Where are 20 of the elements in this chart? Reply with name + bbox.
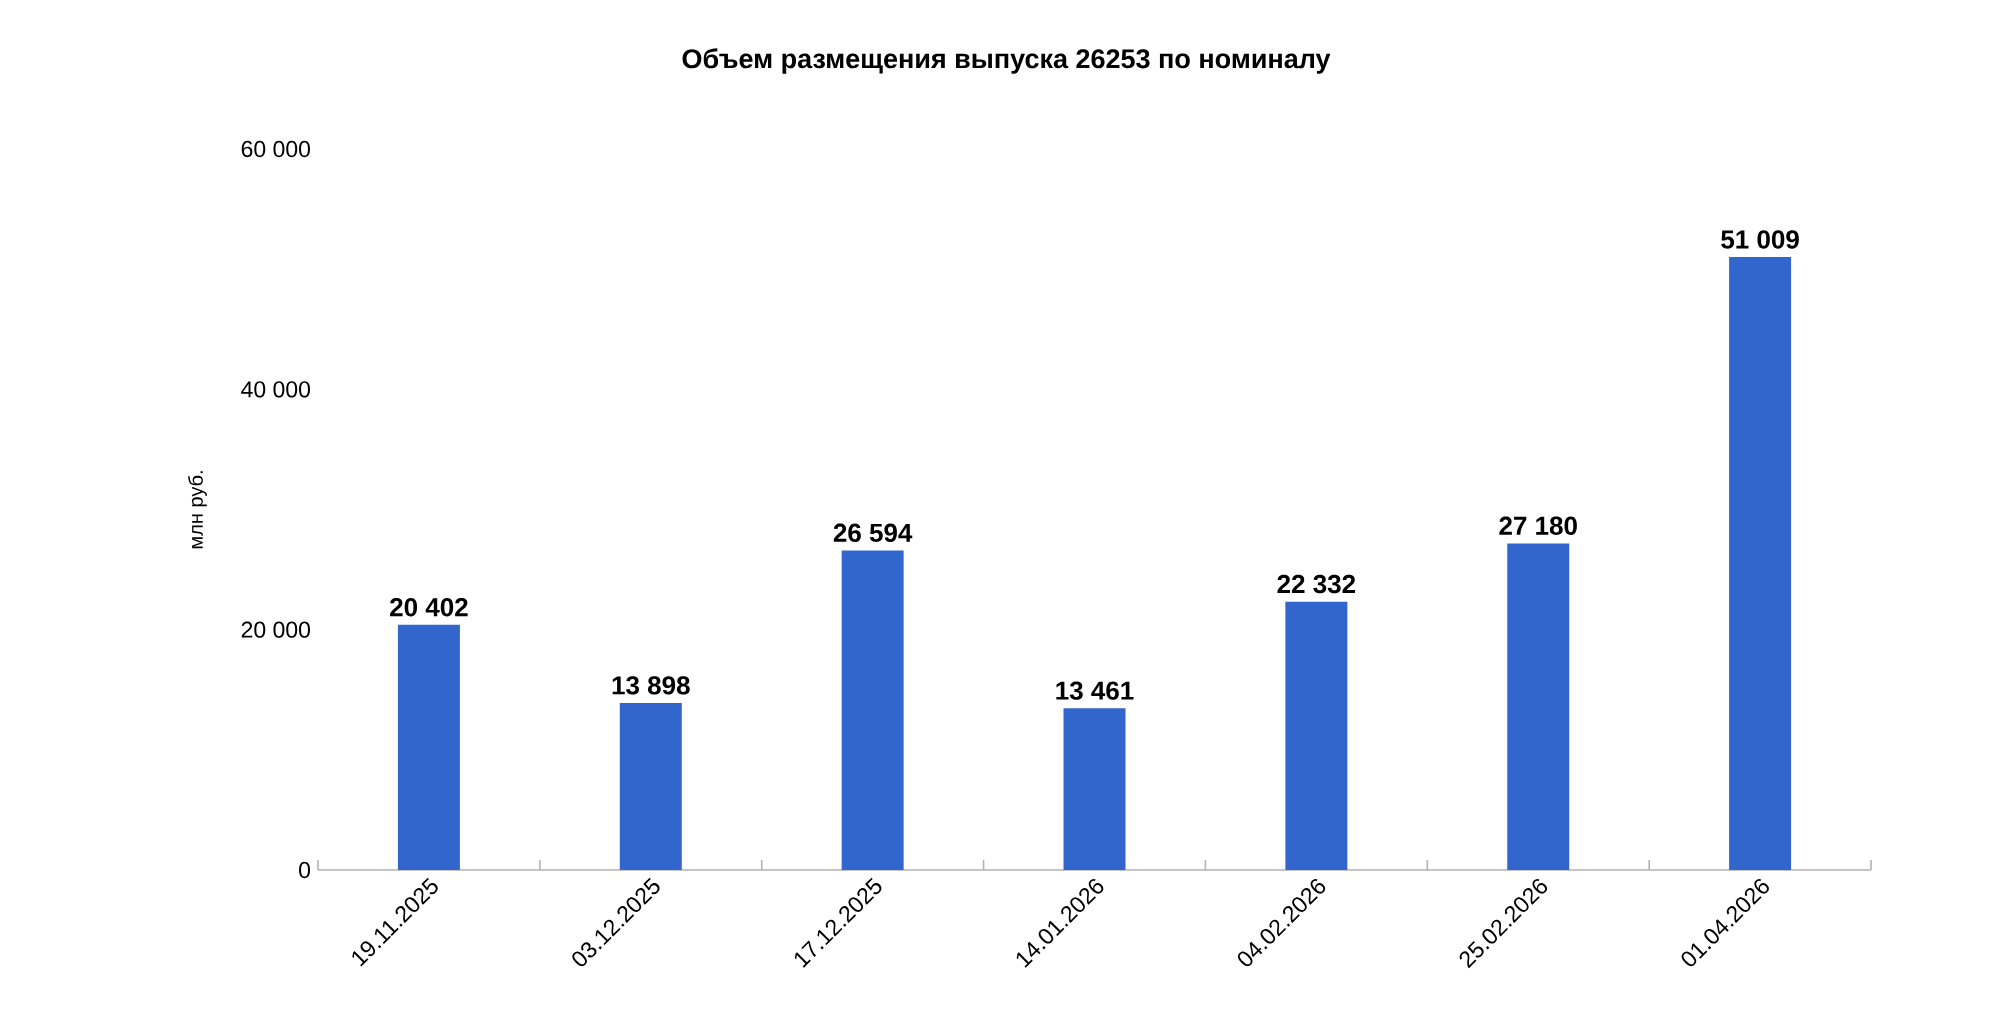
chart-title: Объем размещения выпуска 26253 по номиналу [682, 48, 1331, 74]
data-label: 13 461 [1056, 681, 1134, 700]
y-tick-label: 40 000 [241, 381, 310, 398]
y-tick-label: 20 000 [241, 621, 310, 638]
data-label: 20 402 [390, 598, 468, 617]
y-tick-label: 0 [299, 861, 311, 879]
bar [1507, 543, 1570, 870]
bar [397, 624, 460, 870]
data-label: 22 332 [1277, 574, 1356, 594]
y-axis-title: млн руб. [188, 471, 207, 549]
bar [1063, 708, 1126, 870]
data-label: 51 009 [1721, 230, 1799, 249]
bar [1729, 257, 1792, 870]
y-tick-label: 60 000 [241, 140, 310, 158]
bar [1285, 601, 1348, 870]
data-label: 27 180 [1499, 516, 1577, 535]
bar [841, 550, 904, 870]
data-label: 13 898 [612, 676, 690, 695]
bar [619, 702, 682, 870]
data-label: 26 594 [833, 523, 913, 543]
